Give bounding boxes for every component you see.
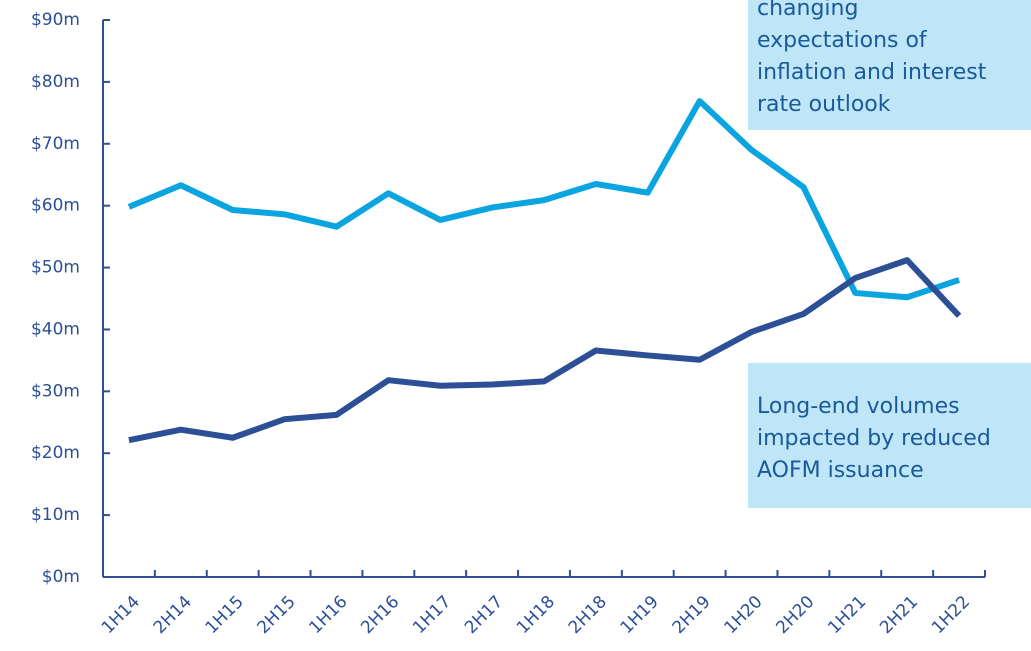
annotation-text: impacted by reduced	[757, 426, 991, 451]
y-tick-label: $70m	[31, 134, 80, 154]
x-tick-label: 2H14	[150, 592, 196, 638]
x-tick-label: 2H19	[669, 592, 715, 638]
x-tick-label: 2H17	[461, 592, 507, 638]
x-tick-label: 1H15	[202, 592, 248, 638]
x-tick-label: 2H16	[357, 592, 403, 638]
y-tick-label: $40m	[31, 319, 80, 339]
line	[127, 98, 961, 301]
x-tick-label: 2H21	[876, 592, 922, 638]
y-tick-label: $60m	[31, 196, 80, 216]
x-tick-label: 1H14	[98, 592, 144, 638]
x-tick-label: 2H15	[254, 592, 300, 638]
x-tick-label: 1H21	[824, 592, 870, 638]
y-tick-label: $80m	[31, 72, 80, 92]
x-tick-label: 1H18	[513, 592, 559, 638]
x-tick-label: 1H22	[928, 592, 974, 638]
annotation-text: AOFM issuance	[757, 458, 924, 483]
annotation-text: Long-end volumes	[757, 394, 960, 419]
x-tick-label: 1H16	[305, 592, 351, 638]
annotation-box	[748, 0, 1031, 130]
annotation-text: changing	[757, 0, 858, 21]
y-tick-label: $50m	[31, 258, 80, 278]
y-tick-label: $10m	[31, 505, 80, 525]
annotation-text: expectations of	[757, 28, 928, 53]
annotation-box	[748, 363, 1031, 508]
x-tick-label: 2H18	[565, 592, 611, 638]
y-tick-label: $20m	[31, 443, 80, 463]
line	[128, 257, 962, 444]
y-tick-label: $90m	[31, 10, 80, 30]
y-tick-label: $30m	[31, 381, 80, 401]
annotation-text: inflation and interest	[757, 60, 987, 85]
x-tick-label: 1H20	[720, 592, 766, 638]
x-tick-label: 1H19	[617, 592, 663, 638]
x-tick-label: 2H20	[772, 592, 818, 638]
x-tick-label: 1H17	[409, 592, 455, 638]
annotation-text: rate outlook	[757, 92, 891, 117]
y-tick-label: $0m	[42, 567, 80, 587]
